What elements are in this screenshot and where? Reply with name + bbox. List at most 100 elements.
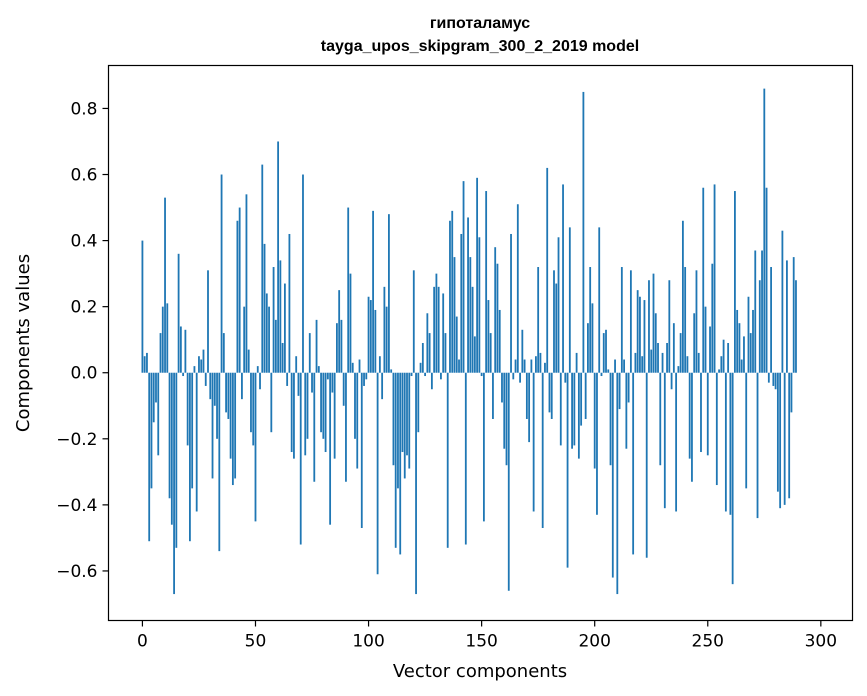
bar-11	[166, 303, 169, 373]
bar-178	[544, 362, 546, 373]
bar-272	[756, 372, 759, 519]
bar-229	[659, 372, 662, 466]
bar-269	[749, 333, 752, 373]
bar-60	[277, 141, 280, 373]
bar-177	[541, 372, 544, 528]
bar-253	[713, 184, 716, 373]
bar-193	[577, 372, 580, 459]
bar-202	[598, 227, 601, 373]
bar-29	[207, 270, 209, 373]
bar-111	[392, 372, 395, 466]
bar-17	[179, 326, 182, 373]
bar-49	[252, 372, 255, 446]
bar-254	[715, 372, 718, 486]
bar-22	[191, 372, 194, 489]
bar-9	[161, 306, 164, 373]
bar-116	[403, 372, 406, 479]
bar-79	[320, 372, 322, 433]
bar-206	[607, 369, 610, 373]
bar-258	[724, 372, 727, 512]
bar-144	[467, 217, 469, 373]
bar-41	[234, 372, 237, 479]
bar-242	[688, 372, 691, 459]
bar-102	[372, 210, 374, 373]
bar-95	[356, 372, 359, 469]
bar-257	[722, 339, 725, 373]
bar-220	[639, 296, 641, 373]
bar-194	[580, 372, 583, 426]
bar-120	[412, 270, 415, 373]
bar-259	[727, 343, 730, 373]
bar-153	[487, 300, 490, 373]
bar-27	[202, 349, 205, 373]
bar-263	[736, 309, 739, 373]
x-tick-label: 150	[465, 632, 497, 652]
bar-126	[426, 313, 429, 373]
bar-137	[451, 210, 454, 373]
bar-256	[720, 356, 723, 373]
bar-182	[553, 270, 555, 373]
bar-246	[697, 352, 700, 373]
y-axis: −0.6 −0.4 −0.2 0.0 0.2 0.4 0.6 0.8	[56, 99, 109, 582]
bar-80	[322, 372, 325, 439]
bar-69	[297, 372, 300, 396]
bar-136	[449, 220, 451, 373]
bar-226	[652, 273, 655, 373]
bar-110	[390, 369, 393, 373]
bar-216	[629, 270, 632, 373]
bar-122	[417, 372, 420, 433]
bar-15	[175, 372, 178, 548]
bar-104	[376, 372, 379, 575]
bar-276	[765, 187, 768, 373]
bar-118	[408, 372, 411, 469]
bar-40	[231, 372, 234, 486]
bar-7	[157, 372, 160, 456]
bar-141	[460, 233, 463, 373]
bar-85	[333, 372, 336, 459]
bar-131	[437, 286, 440, 373]
bar-58	[272, 267, 275, 373]
bar-25	[198, 356, 200, 373]
x-tick-label: 0	[137, 632, 148, 652]
bar-117	[406, 372, 408, 456]
x-tick-label: 50	[245, 632, 267, 652]
bar-160	[503, 372, 506, 449]
bar-230	[661, 352, 664, 373]
bar-113	[397, 372, 399, 489]
bar-209	[614, 359, 616, 373]
bar-67	[293, 372, 295, 459]
bar-205	[605, 329, 607, 373]
bar-190	[571, 372, 573, 449]
bar-219	[636, 290, 639, 373]
bar-283	[781, 230, 784, 373]
bar-10	[164, 197, 166, 373]
bar-163	[510, 233, 512, 373]
bar-195	[582, 91, 585, 373]
bar-8	[159, 333, 162, 373]
bar-187	[564, 372, 567, 383]
bar-189	[568, 227, 571, 373]
bar-5	[152, 372, 155, 423]
bar-135	[446, 372, 449, 548]
bar-96	[358, 359, 361, 373]
bar-63	[283, 283, 286, 373]
bar-200	[593, 372, 596, 469]
bar-159	[501, 372, 503, 403]
bar-248	[702, 187, 705, 373]
bar-271	[754, 250, 757, 373]
bar-225	[650, 349, 653, 373]
bar-286	[788, 372, 791, 499]
bar-74	[308, 333, 311, 373]
bar-161	[505, 372, 508, 466]
y-tick-label: −0.2	[56, 430, 97, 450]
bar-289	[795, 280, 797, 373]
bar-31	[211, 372, 214, 479]
bar-14	[173, 372, 175, 595]
y-tick-label: 0.0	[70, 364, 97, 384]
bar-89	[342, 372, 345, 406]
bar-4	[150, 372, 153, 489]
bar-280	[774, 372, 777, 390]
bar-2	[146, 352, 148, 373]
y-tick-label: 0.8	[70, 99, 97, 119]
bar-97	[360, 372, 363, 528]
